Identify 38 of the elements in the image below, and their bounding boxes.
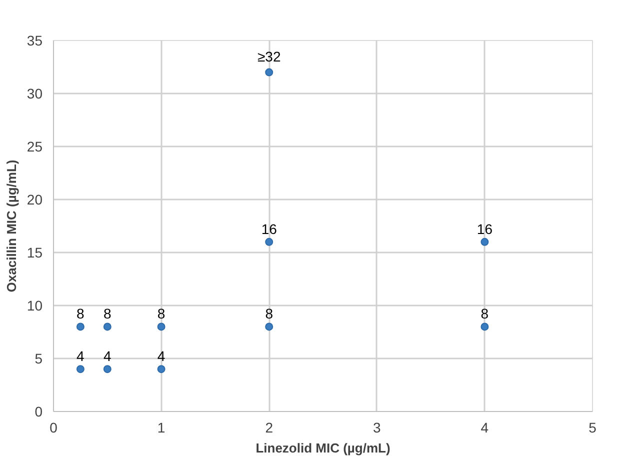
point — [265, 68, 274, 76]
data-label: 16 — [261, 220, 278, 237]
y-tick-label: 0 — [34, 404, 43, 420]
y-tick-label: 30 — [26, 86, 43, 102]
data-label: 16 — [476, 220, 493, 237]
data-label: 4 — [157, 348, 166, 364]
x-tick-label: 0 — [50, 420, 58, 436]
x-tick-label: 1 — [157, 420, 166, 436]
y-axis-title: Oxacillin MIC (µg/mL) — [4, 160, 19, 292]
y-tick-label: 35 — [26, 32, 43, 48]
point — [103, 322, 112, 331]
point — [265, 238, 274, 246]
point — [76, 365, 84, 374]
data-label: 8 — [265, 306, 274, 322]
y-tick-label: 20 — [26, 192, 43, 208]
y-tick-label: 15 — [26, 244, 43, 260]
y-tick-label: 25 — [26, 138, 43, 154]
y-tick-label: 5 — [34, 350, 43, 366]
x-tick-label: 5 — [588, 420, 597, 436]
data-label: 8 — [480, 306, 489, 322]
data-label: 4 — [76, 348, 85, 364]
x-axis-title: Linezolid MIC (µg/mL) — [256, 440, 390, 456]
data-label: 8 — [104, 306, 112, 322]
x-tick-label: 2 — [265, 420, 274, 436]
point — [480, 322, 489, 331]
data-label: 8 — [76, 306, 85, 322]
x-tick-label: 3 — [373, 420, 382, 436]
x-tick-label: 4 — [480, 420, 489, 436]
point — [103, 365, 112, 374]
data-label: 4 — [104, 348, 112, 364]
data-label: 8 — [157, 306, 166, 322]
point — [480, 238, 489, 246]
point — [265, 322, 274, 331]
point — [76, 322, 84, 331]
y-tick-label: 10 — [26, 298, 43, 314]
point — [157, 365, 166, 374]
data-label: ≥32 — [257, 48, 281, 64]
point — [157, 322, 166, 331]
